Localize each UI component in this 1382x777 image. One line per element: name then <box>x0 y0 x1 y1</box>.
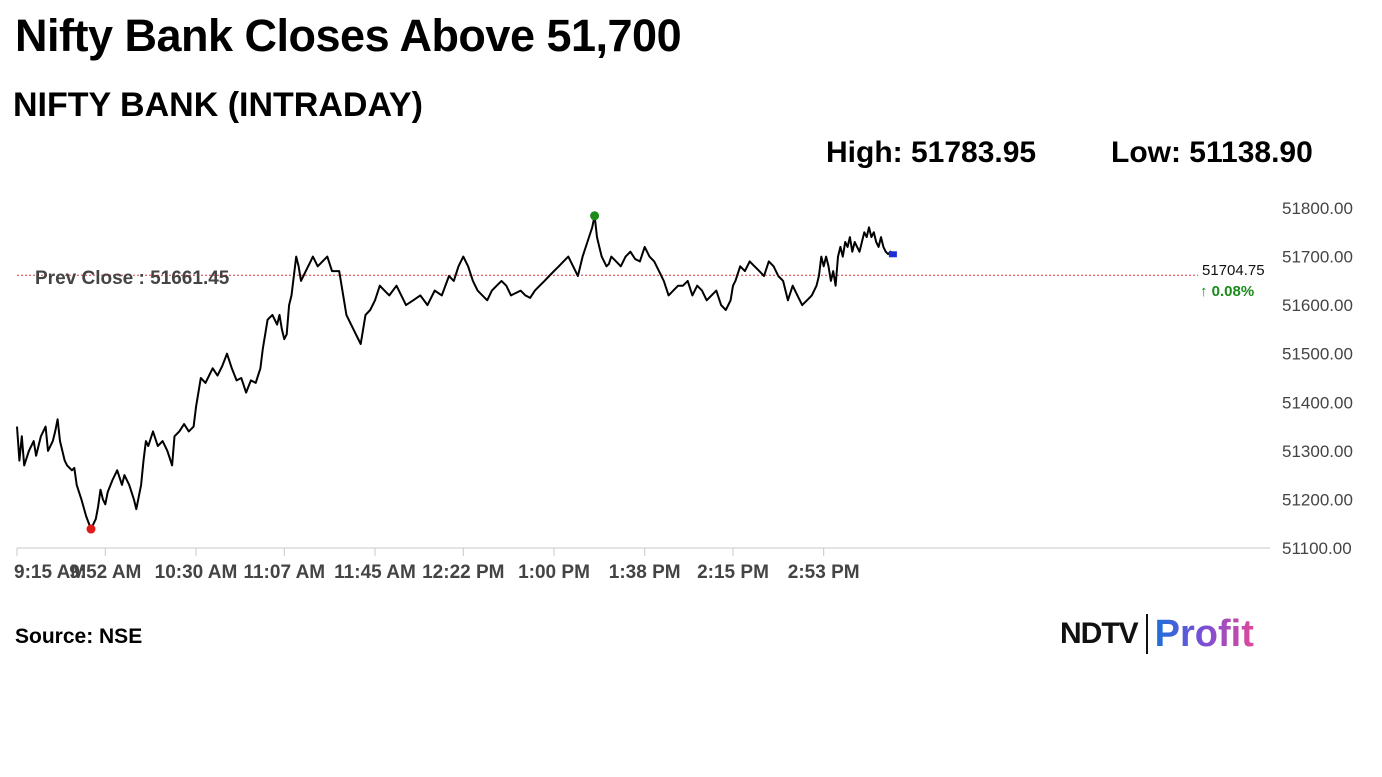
y-tick-label: 51600.00 <box>1282 296 1353 315</box>
prev-close-label: Prev Close : 51661.45 <box>35 268 230 289</box>
x-tick-label: 1:38 PM <box>609 562 681 583</box>
day-high-stat: High: 51783.95 <box>826 136 1037 169</box>
y-tick-label: 51700.00 <box>1282 248 1353 267</box>
up-arrow-icon: ↑ <box>1200 283 1212 300</box>
x-tick-label: 1:00 PM <box>518 562 590 583</box>
x-tick-label: 12:22 PM <box>422 562 504 583</box>
page-title: Nifty Bank Closes Above 51,700 <box>15 10 682 61</box>
price-change-label: ↑ 0.08% <box>1200 283 1254 300</box>
x-tick-label: 10:30 AM <box>155 562 238 583</box>
y-tick-label: 51300.00 <box>1282 442 1353 461</box>
last-price-label: 51704.75 <box>1202 262 1265 279</box>
x-axis: 9:15 AM9:52 AM 10:30 AM 11:07 AM 11:45 AM 12… <box>14 547 1270 583</box>
y-tick-label: 51800.00 <box>1282 199 1353 218</box>
last-price-marker <box>888 251 897 258</box>
x-tick-label: 11:07 AM <box>243 562 325 583</box>
y-tick-label: 51500.00 <box>1282 345 1353 364</box>
logo-divider <box>1145 614 1148 654</box>
x-tick-label: 11:45 AM <box>334 562 416 583</box>
y-axis: 51100.00 51200.00 51300.00 51400.00 51500.00… <box>1282 199 1353 558</box>
x-tick-label: 2:53 PM <box>788 562 860 583</box>
price-series-line <box>16 214 894 531</box>
brand-logo: NDTV Profit <box>1060 612 1254 656</box>
intraday-chart: 51100.00 51200.00 51300.00 51400.00 51500.00… <box>14 199 1353 583</box>
x-tick-label: 2:15 PM <box>697 562 769 583</box>
day-low-marker <box>86 524 96 534</box>
chart-subtitle: NIFTY BANK (INTRADAY) <box>13 86 423 124</box>
x-tick-label: 9:52 AM <box>69 562 141 583</box>
source-note: Source: NSE <box>15 625 143 648</box>
y-tick-label: 51100.00 <box>1282 539 1352 558</box>
prev-close-group: Prev Close : 51661.45 <box>17 268 1198 289</box>
brand-name: NDTV <box>1060 617 1139 650</box>
y-tick-label: 51400.00 <box>1282 393 1353 412</box>
price-change-value: 0.08% <box>1212 283 1255 300</box>
y-tick-label: 51200.00 <box>1282 490 1353 509</box>
product-name: Profit <box>1154 612 1254 655</box>
x-tick-label: 9:15 AM <box>14 562 86 583</box>
day-low-stat: Low: 51138.90 <box>1111 136 1313 169</box>
day-high-marker <box>590 211 600 221</box>
